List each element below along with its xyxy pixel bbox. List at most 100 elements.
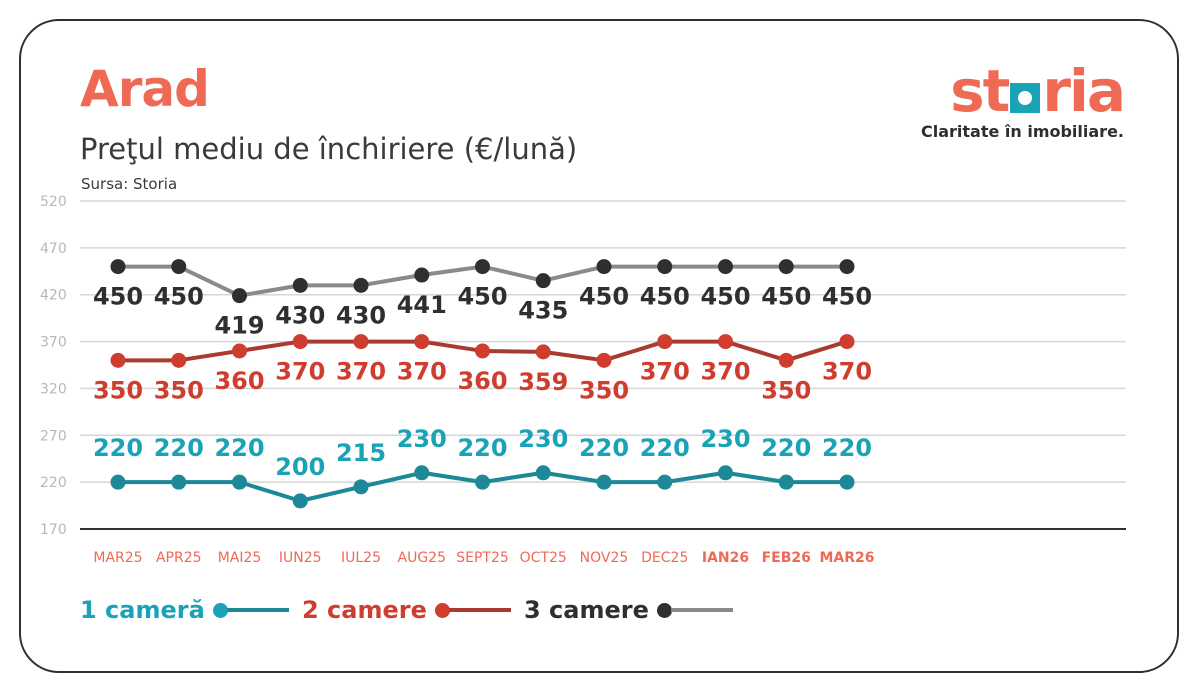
data-label-3-camere: 419: [214, 312, 264, 340]
data-point-1-camera: [292, 493, 308, 509]
data-label-2-camere: 350: [579, 376, 629, 404]
data-point-3-camere: [839, 259, 855, 275]
data-point-3-camere: [475, 259, 490, 275]
y-tick-label: 320: [40, 381, 67, 397]
data-point-2-camere: [535, 344, 551, 360]
data-label-2-camere: 370: [822, 358, 872, 386]
legend-item-2-camere: 2 camere: [302, 596, 515, 624]
axis-layer: 170 220 270 320 370 420 470 520 MAR25 APR25 MAI25 I…: [40, 194, 1126, 566]
data-point-3-camere: [414, 267, 430, 283]
data-label-1-camera: 200: [275, 453, 325, 481]
data-label-1-camera: 220: [457, 434, 507, 462]
data-point-2-camere: [596, 352, 612, 368]
data-label-3-camere: 430: [336, 301, 386, 329]
data-label-1-camera: 220: [640, 434, 690, 462]
data-point-3-camere: [535, 273, 551, 289]
x-tick-label: SEPT25: [456, 550, 509, 566]
data-label-1-camera: 220: [822, 434, 872, 462]
brand-o-mark: [1010, 83, 1041, 113]
data-point-1-camera: [171, 474, 187, 490]
data-label-3-camere: 450: [761, 283, 811, 311]
data-point-1-camera: [778, 474, 794, 490]
data-point-2-camere: [657, 334, 673, 350]
data-point-1-camera: [718, 465, 733, 481]
data-label-2-camere: 370: [640, 358, 690, 386]
data-point-1-camera: [414, 465, 430, 481]
data-point-2-camere: [778, 352, 794, 368]
data-label-2-camere: 350: [93, 376, 143, 404]
data-point-1-camera: [839, 474, 855, 490]
data-point-1-camera: [475, 474, 490, 490]
data-point-1-camera: [353, 479, 369, 495]
data-label-1-camera: 230: [397, 425, 447, 453]
data-point-3-camere: [353, 277, 369, 293]
data-label-3-camere: 450: [579, 283, 629, 311]
x-tick-label: IUN25: [279, 550, 322, 566]
legend-item-1-camera: 1 cameră: [80, 596, 293, 624]
brand-tagline: Claritate în imobiliare.: [920, 122, 1124, 141]
data-point-2-camere: [232, 343, 247, 359]
data-point-2-camere: [292, 334, 308, 350]
y-tick-label: 220: [40, 475, 67, 491]
data-point-1-camera: [110, 474, 126, 490]
data-point-2-camere: [414, 334, 430, 350]
data-point-2-camere: [110, 352, 126, 368]
data-label-2-camere: 370: [700, 358, 750, 386]
legend-marker-1-camera: [212, 600, 293, 620]
x-tick-label: MAR25: [93, 550, 142, 566]
data-point-3-camere: [718, 259, 733, 275]
chart-card: [19, 19, 1179, 673]
series-layer: [110, 259, 855, 509]
data-label-2-camere: 360: [457, 367, 507, 395]
data-label-2-camere: 360: [214, 367, 264, 395]
data-label-3-camere: 441: [397, 291, 447, 319]
y-tick-label: 420: [40, 288, 67, 304]
data-label-1-camera: 220: [579, 434, 629, 462]
data-label-3-camere: 450: [93, 283, 143, 311]
y-tick-label: 370: [40, 335, 67, 351]
chart-title: Arad: [80, 60, 210, 118]
brand-wordmark: st ria: [950, 57, 1126, 125]
storia-logo: st ria Claritate în imobiliare.: [920, 57, 1126, 148]
data-label-2-camere: 350: [154, 376, 204, 404]
data-point-3-camere: [657, 259, 673, 275]
data-point-1-camera: [596, 474, 612, 490]
chart-subtitle: Preţul mediu de închiriere (€/lună): [80, 132, 578, 166]
data-label-2-camere: 370: [397, 358, 447, 386]
data-label-2-camere: 370: [336, 358, 386, 386]
data-label-3-camere: 435: [518, 297, 568, 325]
data-label-3-camere: 450: [640, 283, 690, 311]
data-label-1-camera: 230: [518, 425, 568, 453]
x-tick-label: IAN26: [702, 550, 749, 566]
data-label-1-camera: 220: [761, 434, 811, 462]
x-tick-label: AUG25: [398, 550, 447, 566]
data-label-1-camera: 215: [336, 439, 386, 467]
legend-label-1-camera: 1 cameră: [80, 596, 205, 624]
x-tick-label: MAR26: [819, 550, 874, 566]
y-tick-label: 270: [40, 428, 67, 444]
data-point-3-camere: [171, 259, 187, 275]
data-label-3-camere: 450: [700, 283, 750, 311]
x-tick-label: OCT25: [520, 550, 567, 566]
y-tick-label: 520: [40, 194, 67, 210]
legend-item-3-camere: 3 camere: [524, 596, 737, 624]
legend-marker-3-camere: [656, 600, 737, 620]
brand-name-start: st: [950, 57, 1010, 125]
legend: 1 cameră 2 camere 3 camere: [80, 596, 780, 636]
data-label-3-camere: 450: [822, 283, 872, 311]
x-tick-label: NOV25: [580, 550, 629, 566]
data-label-1-camera: 220: [93, 434, 143, 462]
y-tick-label: 470: [40, 241, 67, 257]
brand-name-end: ria: [1042, 57, 1126, 125]
x-tick-label: MAI25: [218, 550, 262, 566]
x-tick-label: FEB26: [762, 550, 811, 566]
data-point-2-camere: [839, 334, 855, 350]
data-point-1-camera: [232, 474, 247, 490]
data-point-3-camere: [110, 259, 126, 275]
label-layer: 220 220 220 200 215 230 220 230 220 220 230 220 220 3…: [93, 283, 872, 481]
y-tick-label: 170: [40, 522, 67, 538]
data-label-1-camera: 220: [154, 434, 204, 462]
data-point-3-camere: [596, 259, 612, 275]
data-label-2-camere: 370: [275, 358, 325, 386]
